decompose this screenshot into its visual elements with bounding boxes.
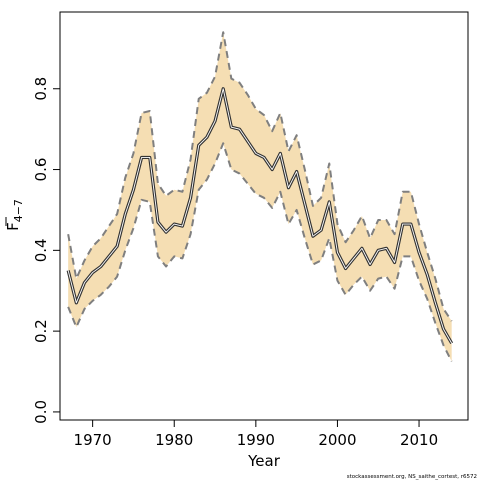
x-tick-label: 1990: [237, 431, 275, 449]
y-tick-label: 0.0: [32, 400, 50, 424]
y-tick-label: 0.6: [32, 158, 50, 182]
y-axis-label: F4−7: [4, 199, 25, 231]
confidence-band: [68, 32, 452, 362]
y-tick-label: 0.8: [32, 77, 50, 101]
y-tick-label: 0.4: [32, 238, 50, 262]
y-axis-label-sub: 4−7: [12, 199, 25, 222]
x-axis: 1970 1980 1990 2000 2010: [74, 420, 438, 449]
lower-bound-line: [67, 142, 453, 362]
y-tick-label: 0.2: [32, 319, 50, 343]
credit-text: stockassessment.org, NS_saithe_cortest, …: [347, 474, 477, 480]
x-axis-label: Year: [247, 452, 281, 470]
plot-frame: [59, 11, 469, 421]
svg-text:F4−7: F4−7: [4, 199, 25, 231]
y-axis: 0.0 0.2 0.4 0.6 0.8: [32, 77, 60, 424]
estimate-line-inner: [67, 88, 453, 344]
x-tick-label: 1970: [74, 431, 112, 449]
x-tick-label: 1980: [155, 431, 193, 449]
plot-region: [66, 31, 454, 362]
x-tick-label: 2010: [400, 431, 438, 449]
y-axis-label-main: F: [4, 222, 22, 231]
x-tick-label: 2000: [318, 431, 356, 449]
upper-bound-line: [67, 31, 453, 322]
